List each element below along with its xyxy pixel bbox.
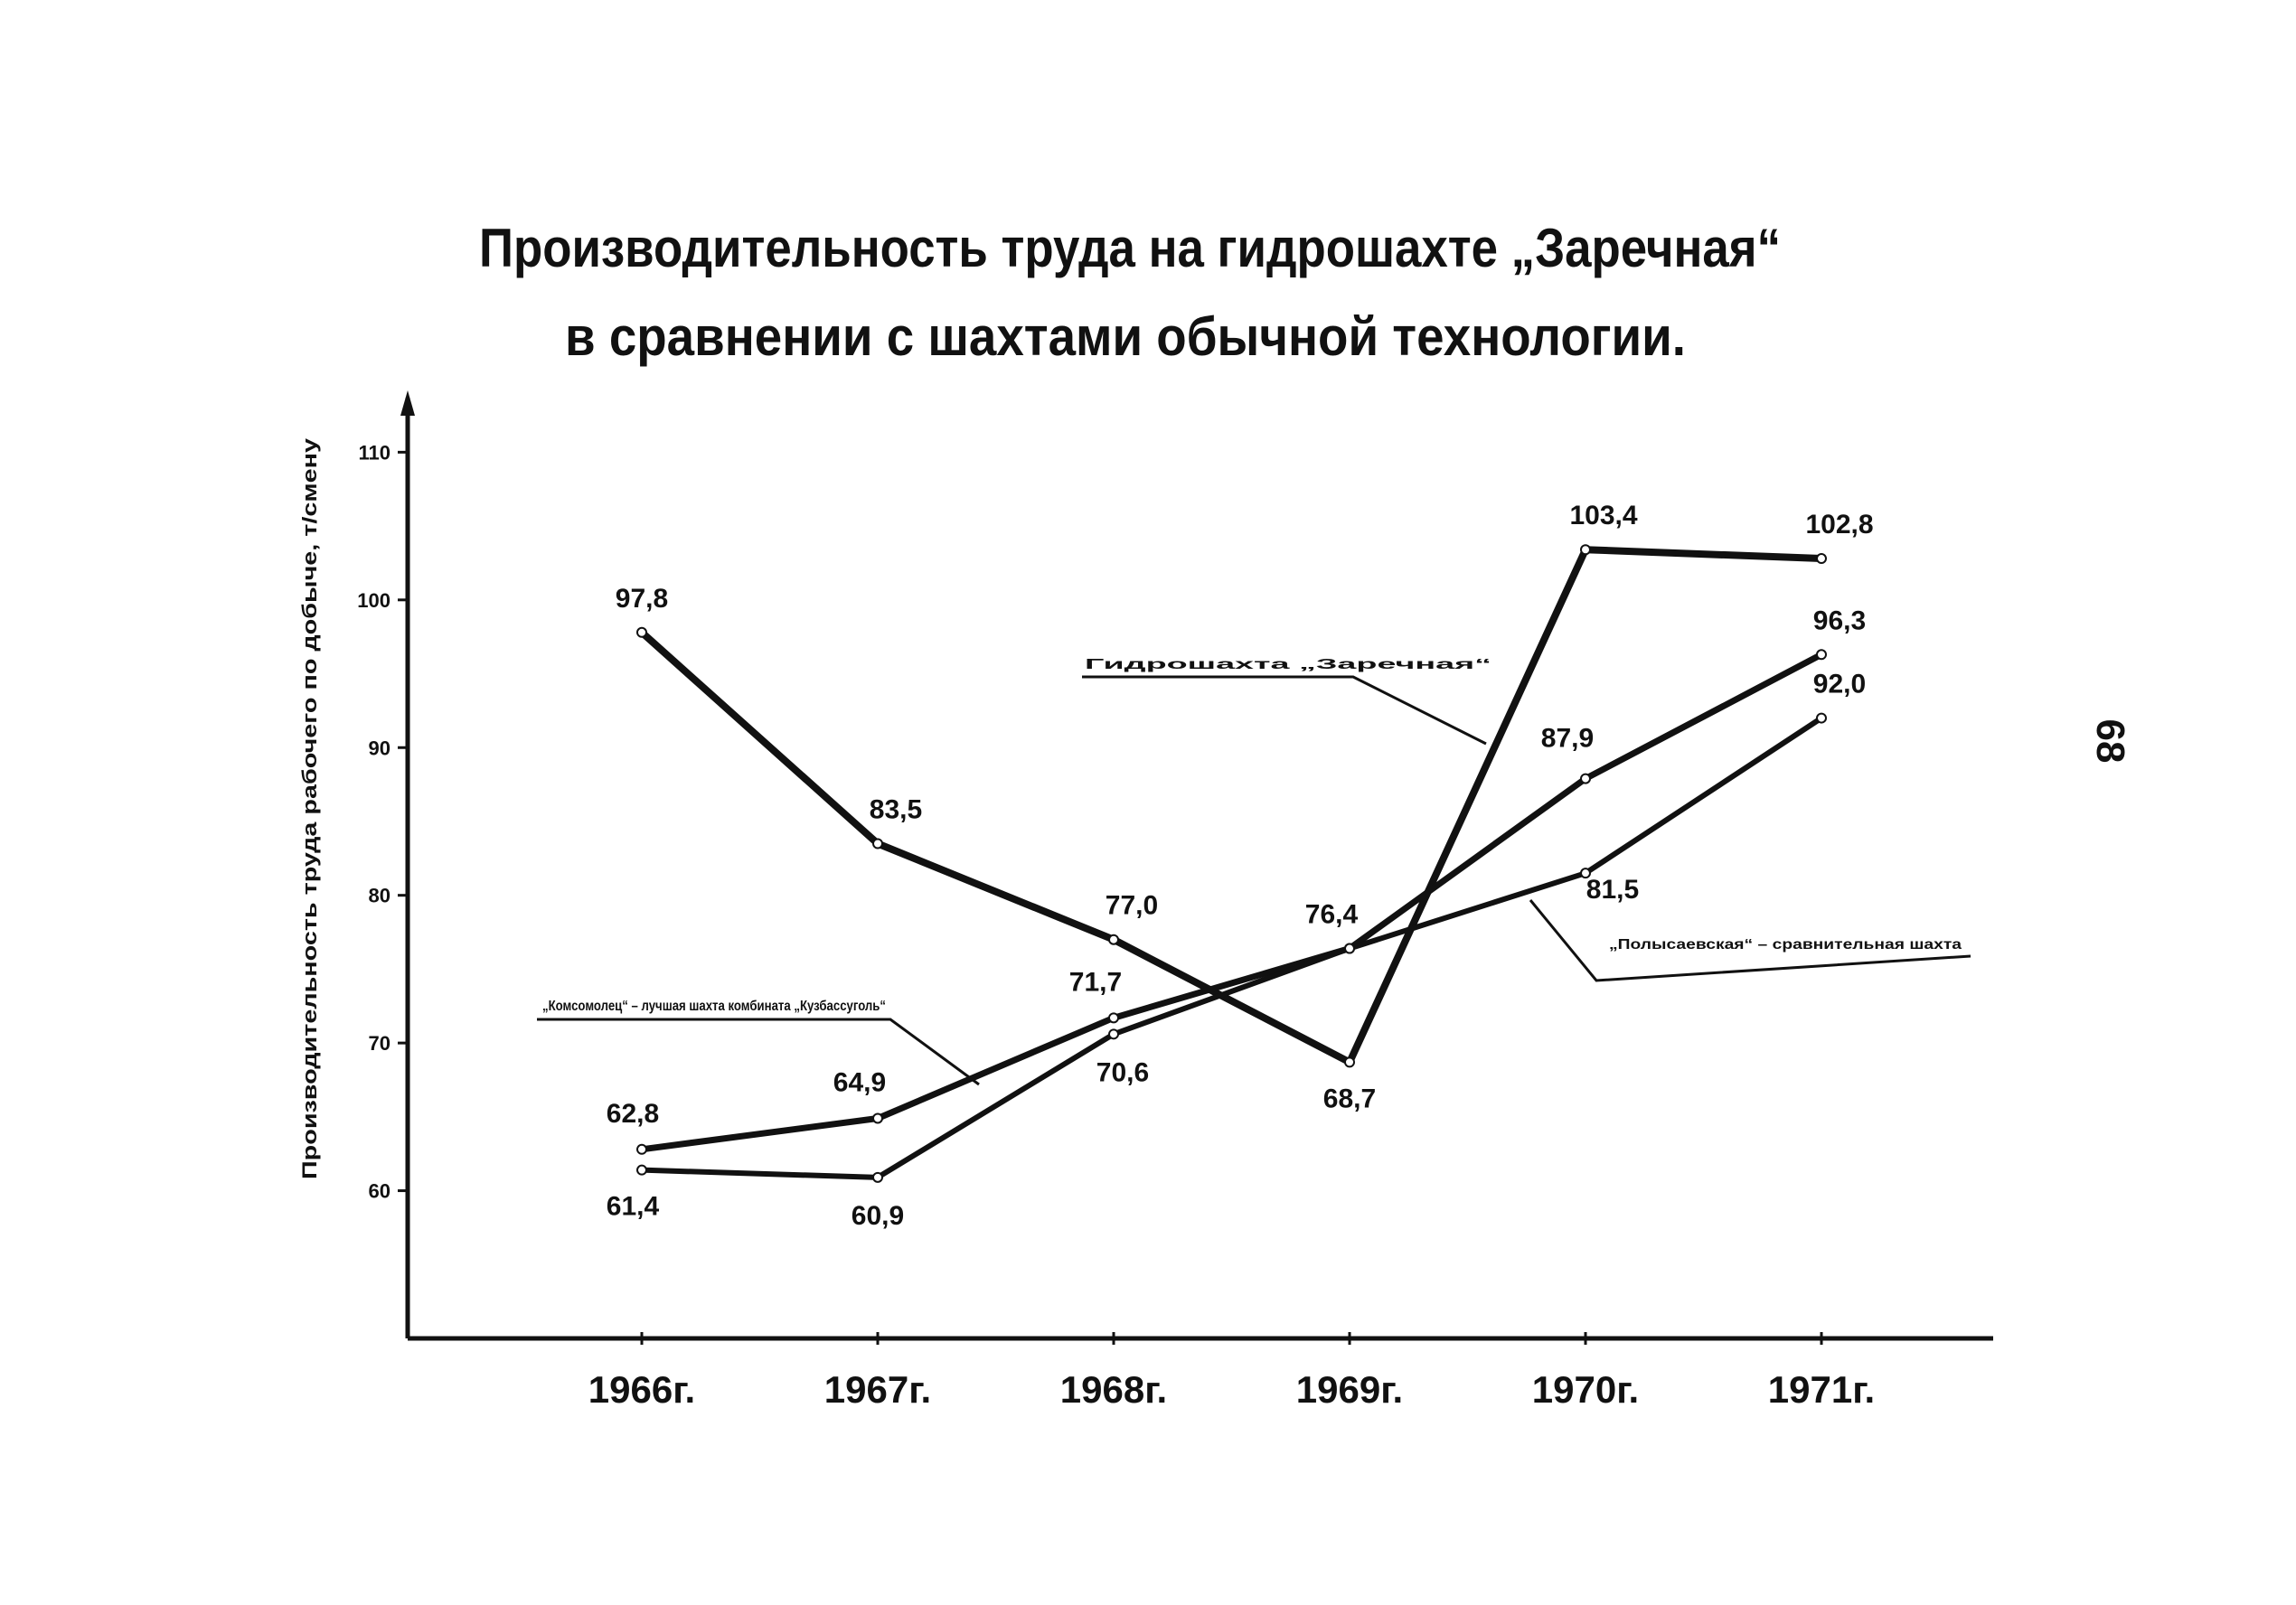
x-tick-label: 1971г. [1768, 1368, 1875, 1411]
data-point [1580, 773, 1591, 784]
value-label: 87,9 [1541, 724, 1594, 754]
x-tick-label: 1969г. [1296, 1368, 1403, 1411]
value-label: 97,8 [616, 584, 668, 614]
series-line [641, 716, 1823, 1180]
y-tick-label: 70 [369, 1032, 391, 1055]
legend-leader [537, 1018, 980, 1086]
value-label: 77,0 [1106, 891, 1158, 921]
axis-arrow [400, 390, 415, 416]
data-point [636, 1143, 647, 1155]
x-tick-label: 1968г. [1060, 1368, 1167, 1411]
data-point [1344, 1056, 1355, 1068]
data-point [636, 626, 647, 638]
value-label: 102,8 [1805, 510, 1873, 540]
x-tick-label: 1966г. [588, 1368, 695, 1411]
data-point [1580, 868, 1591, 879]
value-label: 103,4 [1569, 501, 1637, 530]
value-label: 64,9 [833, 1067, 886, 1097]
y-tick-label: 110 [359, 441, 391, 464]
y-axis-label: Производительность труда рабочего по доб… [298, 437, 321, 1179]
data-point [1580, 544, 1591, 556]
x-tick-label: 1967г. [824, 1368, 931, 1411]
y-tick-label: 60 [369, 1180, 391, 1203]
y-tick-label: 90 [369, 737, 391, 759]
y-tick-label: 100 [357, 589, 391, 612]
data-point [1816, 712, 1827, 724]
value-label: 62,8 [607, 1099, 659, 1129]
legend-leader [1529, 899, 1971, 982]
legend-label: Гидрошахта „Заречная“ [1085, 657, 1491, 672]
chart-subtitle: в сравнении с шахтами обычной технологии… [565, 306, 1686, 367]
value-label: 61,4 [607, 1192, 660, 1222]
value-label: 92,0 [1813, 670, 1866, 699]
plot-area: 60 70 80 90 100 110 1966г. 1967г. 1968г. 1969г. 19… [357, 441, 1962, 1411]
data-point [872, 838, 883, 849]
legend-label: „Полысаевская“ – сравнительная шахта [1609, 937, 1962, 953]
value-label: 70,6 [1096, 1057, 1149, 1087]
data-point [1108, 934, 1119, 945]
value-label: 81,5 [1586, 875, 1639, 905]
value-label: 68,7 [1323, 1084, 1376, 1113]
value-label: 83,5 [870, 794, 922, 824]
series-line [641, 652, 1823, 1153]
value-label: 71,7 [1069, 967, 1122, 997]
x-tick-label: 1970г. [1532, 1368, 1639, 1411]
data-point [1816, 649, 1827, 661]
value-label: 76,4 [1305, 900, 1359, 930]
data-point [1108, 1028, 1119, 1040]
value-label: 60,9 [852, 1201, 904, 1231]
data-point [1108, 1012, 1119, 1024]
data-point [1344, 943, 1355, 954]
data-point [872, 1112, 883, 1124]
data-point [636, 1164, 647, 1176]
value-label: 96,3 [1813, 605, 1866, 635]
data-point [872, 1171, 883, 1183]
chart-title: Производительность труда на гидрошахте „… [479, 218, 1781, 278]
legend-label: „Комсомолец“ – лучшая шахта комбината „К… [542, 999, 886, 1014]
y-tick-label: 80 [369, 885, 391, 907]
legend-leader [1082, 675, 1487, 746]
series-line [639, 546, 1822, 1066]
page-number: 68 [2088, 719, 2132, 764]
data-point [1816, 553, 1827, 565]
